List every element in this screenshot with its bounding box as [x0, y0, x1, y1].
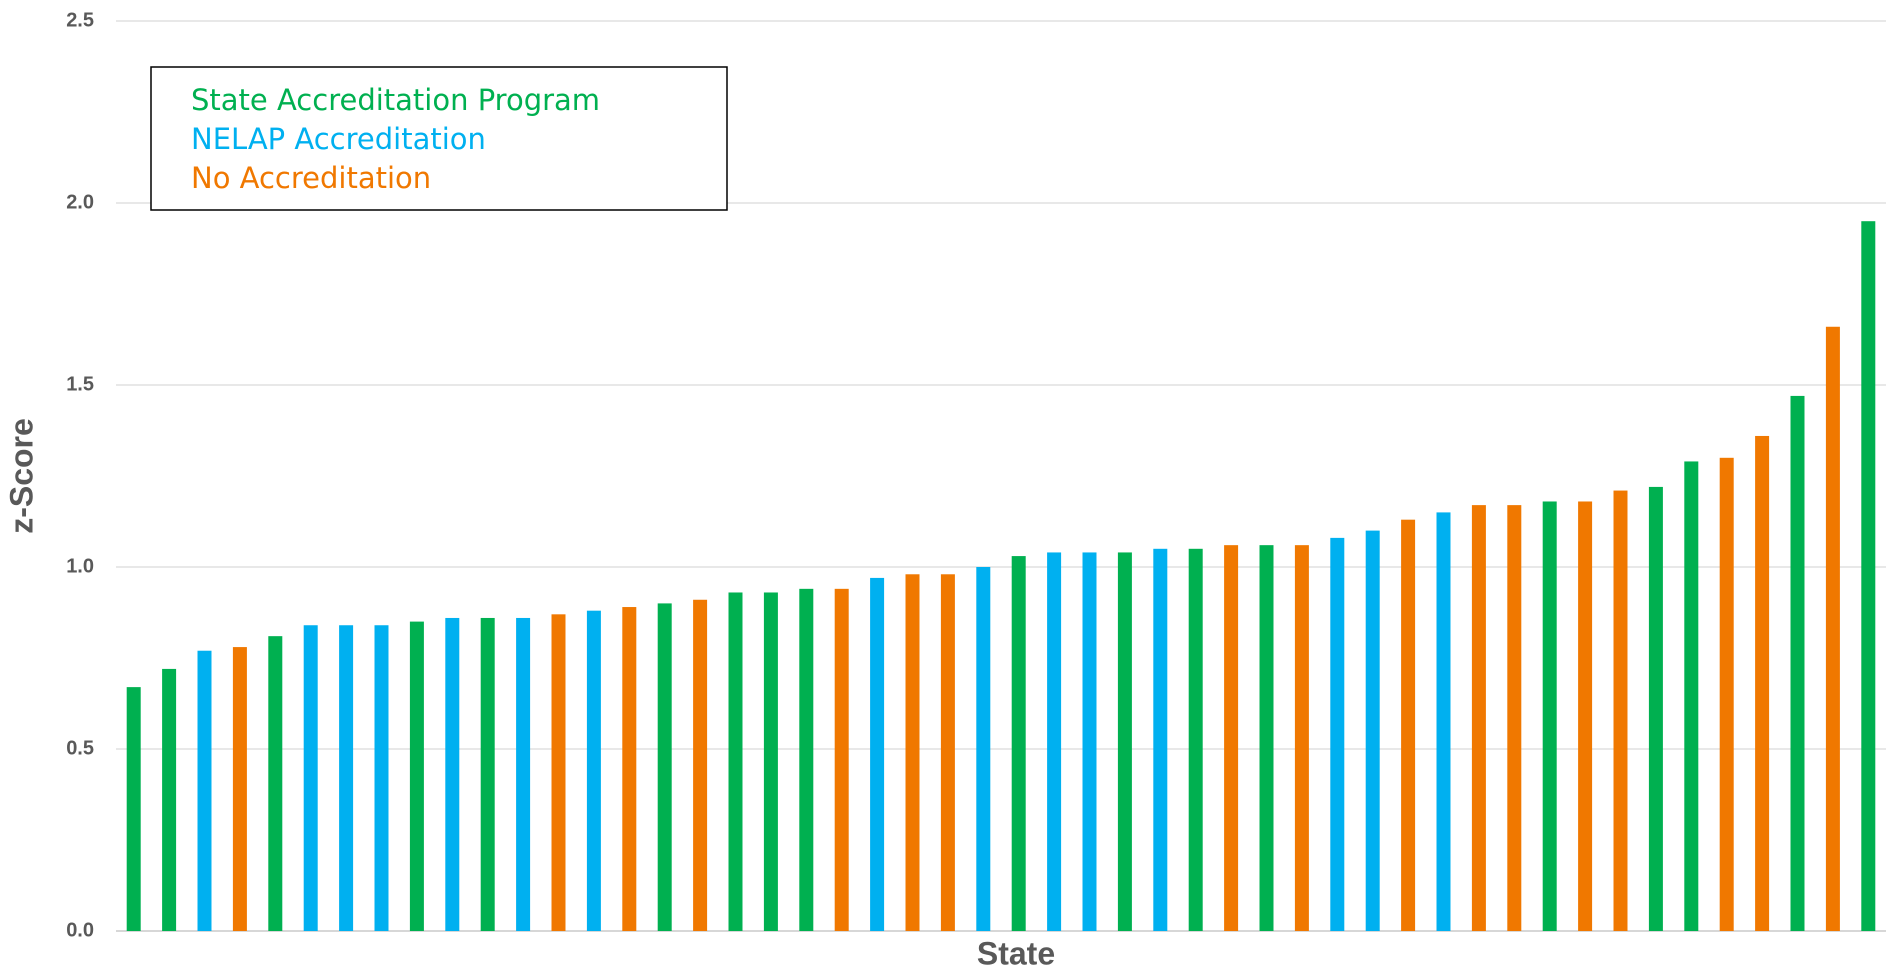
- legend-label: No Accreditation: [191, 161, 431, 195]
- bar: [1578, 501, 1593, 931]
- bar: [409, 621, 424, 931]
- bar: [1719, 457, 1734, 931]
- bar: [197, 650, 212, 931]
- bar: [516, 617, 531, 931]
- bar: [905, 574, 920, 931]
- bar: [1330, 537, 1345, 931]
- bar: [303, 625, 318, 931]
- bar: [1542, 501, 1557, 931]
- bar: [232, 647, 247, 931]
- y-tick-label: 1.5: [66, 373, 94, 395]
- bar: [799, 588, 814, 931]
- bar: [1117, 552, 1132, 931]
- bar: [1755, 435, 1770, 931]
- y-tick-label: 1.0: [66, 555, 94, 577]
- bar: [1684, 461, 1699, 931]
- legend-box: [150, 66, 728, 211]
- bar: [1825, 326, 1840, 931]
- y-axis-title: z-Score: [3, 418, 39, 534]
- bar: [940, 574, 955, 931]
- bar: [1153, 548, 1168, 931]
- bar: [445, 617, 460, 931]
- bar: [1082, 552, 1097, 931]
- bar: [126, 687, 141, 931]
- bar: [551, 614, 566, 931]
- y-tick-label: 2.5: [66, 9, 94, 31]
- bar: [1188, 548, 1203, 931]
- bar: [162, 668, 177, 931]
- x-axis-title: State: [977, 935, 1055, 971]
- bar: [728, 592, 743, 931]
- bar: [1224, 545, 1239, 931]
- bar: [763, 592, 778, 931]
- bar: [1047, 552, 1062, 931]
- bar: [480, 617, 495, 931]
- bar: [1401, 519, 1416, 931]
- y-tick-label: 2.0: [66, 191, 94, 213]
- bar: [1507, 505, 1522, 931]
- y-tick-label: 0.0: [66, 919, 94, 941]
- bar: [834, 588, 849, 931]
- bar: [1436, 512, 1451, 931]
- legend-label: NELAP Accreditation: [191, 122, 486, 156]
- bar: [1259, 545, 1274, 931]
- bar: [1294, 545, 1309, 931]
- bar: [268, 636, 283, 931]
- bar: [374, 625, 389, 931]
- bar: [1011, 556, 1026, 931]
- bar: [1790, 395, 1805, 931]
- bar: [1365, 530, 1380, 931]
- bar: [870, 577, 885, 931]
- bar: [586, 610, 601, 931]
- bar: [1613, 490, 1628, 931]
- bar: [657, 603, 672, 931]
- bar: [1861, 221, 1876, 931]
- y-tick-label: 0.5: [66, 737, 94, 759]
- bar: [339, 625, 354, 931]
- bar: [1471, 505, 1486, 931]
- legend-label: State Accreditation Program: [191, 83, 600, 117]
- bar: [976, 567, 991, 931]
- bar: [1648, 486, 1663, 931]
- bar: [622, 607, 637, 931]
- bar: [693, 599, 708, 931]
